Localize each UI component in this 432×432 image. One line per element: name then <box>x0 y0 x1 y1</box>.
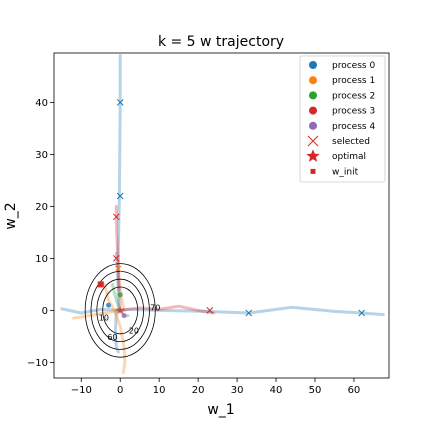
legend-label-1: process 1 <box>332 76 375 86</box>
legend-marker-6 <box>306 149 320 162</box>
legend-label-3: process 3 <box>332 107 375 117</box>
process-point-1 <box>106 302 112 308</box>
x-tick-label-7: 60 <box>348 385 361 396</box>
legend-box <box>299 55 386 183</box>
optimal-marker <box>115 305 125 315</box>
trajectory-line-8 <box>114 204 121 292</box>
legend-marker-4 <box>309 121 317 130</box>
w-init-marker <box>97 281 104 288</box>
legend-label-4: process 4 <box>332 122 375 132</box>
legend-marker-2 <box>309 91 317 100</box>
y-tick-label-2: 10 <box>35 254 48 265</box>
legend: process 0 process 1 process 2 process 3 proc… <box>299 55 386 183</box>
trajectory-line-4 <box>103 282 127 375</box>
legend-label-2: process 2 <box>332 91 375 101</box>
legend-marker-5 <box>307 135 319 147</box>
direction-marker-4 <box>206 307 214 314</box>
direction-marker-0 <box>116 99 124 106</box>
y-tick-label-5: 40 <box>35 98 48 109</box>
y-axis-label: w_2 <box>3 202 19 229</box>
contour-label-1: 20 <box>129 327 139 336</box>
legend-marker-1 <box>309 76 317 85</box>
y-tick-label-4: 30 <box>35 150 48 161</box>
x-tick-label-0: −10 <box>71 385 92 396</box>
x-tick-label-2: 10 <box>153 385 166 396</box>
legend-marker-0 <box>309 61 317 69</box>
contour-label-3: 70 <box>150 303 160 312</box>
contour-label-0: 10 <box>99 314 109 323</box>
direction-marker-5 <box>112 213 120 221</box>
direction-marker-7 <box>114 265 122 273</box>
x-axis-label: w_1 <box>207 402 234 418</box>
y-tick-label-3: 20 <box>35 202 48 213</box>
y-tick-label-1: 0 <box>42 306 48 317</box>
x-tick-label-4: 30 <box>231 385 244 396</box>
legend-label-7: w_init <box>332 167 359 177</box>
plot-frame <box>53 52 390 379</box>
contour-ring-3 <box>84 263 156 358</box>
direction-marker-2 <box>245 309 253 317</box>
contour-ring-1 <box>96 278 144 342</box>
y-tick-label-0: −10 <box>27 358 48 369</box>
trajectory-line-9 <box>118 304 216 315</box>
contour-ring-0 <box>102 286 139 335</box>
process-point-2 <box>121 313 127 319</box>
direction-marker-1 <box>116 192 124 200</box>
x-tick-label-1: 0 <box>117 385 123 396</box>
marker-layer <box>97 99 366 319</box>
direction-marker-6 <box>112 255 120 262</box>
process-point-0 <box>117 292 123 298</box>
chart-title: k = 5 w trajectory <box>158 34 284 50</box>
x-tick-label-3: 20 <box>192 385 205 396</box>
legend-marker-3 <box>309 106 317 115</box>
x-tick-label-6: 50 <box>309 385 322 396</box>
contour-label-2: 60 <box>107 333 117 342</box>
y-axis: −10 0 10 20 30 40 <box>27 98 54 369</box>
legend-marker-7 <box>310 168 316 174</box>
x-tick-label-5: 40 <box>270 385 283 396</box>
legend-label-0: process 0 <box>332 61 375 71</box>
x-axis: −10 0 10 20 30 40 50 60 <box>71 378 361 396</box>
direction-marker-3 <box>358 309 366 317</box>
legend-label-5: selected <box>332 137 370 147</box>
legend-label-6: optimal <box>332 152 366 162</box>
contour-layer: 10 20 60 70 <box>84 263 160 358</box>
